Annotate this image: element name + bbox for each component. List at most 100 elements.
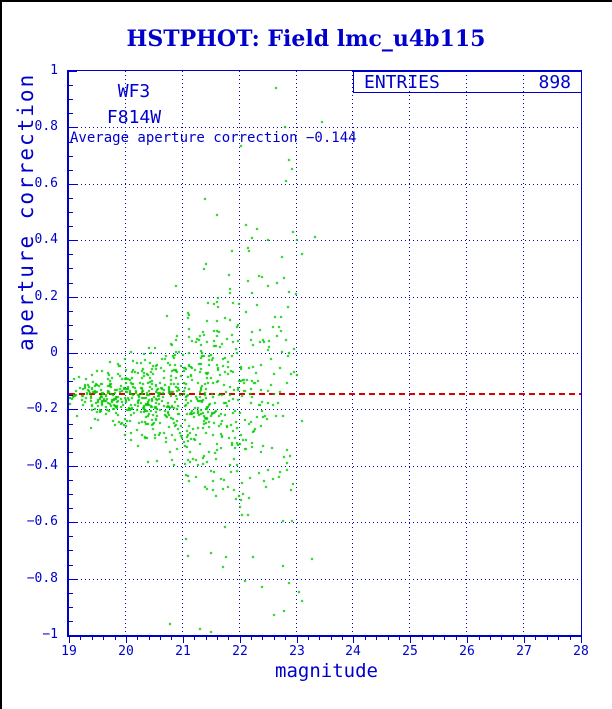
x-major-tick — [183, 637, 184, 643]
x-minor-tick — [535, 637, 536, 640]
x-minor-tick — [103, 637, 104, 640]
y-major-tick — [69, 579, 77, 580]
x-minor-tick — [513, 637, 514, 640]
y-minor-tick — [69, 607, 73, 608]
plot-area: ENTRIES 898 WF3 F814W Average aperture c… — [67, 70, 582, 637]
x-minor-tick — [115, 637, 116, 640]
y-minor-tick — [69, 85, 73, 86]
y-major-tick — [69, 71, 77, 72]
y-minor-tick — [69, 198, 73, 199]
y-minor-tick — [69, 452, 73, 453]
x-major-tick — [581, 637, 582, 643]
x-tick-label: 27 — [516, 644, 532, 659]
y-minor-tick — [69, 311, 73, 312]
frame-top-border — [0, 0, 612, 2]
x-minor-tick — [376, 637, 377, 640]
x-axis-title: magnitude — [275, 660, 378, 682]
x-minor-tick — [80, 637, 81, 640]
x-tick-label: 21 — [175, 644, 191, 659]
y-minor-tick — [69, 565, 73, 566]
y-minor-tick — [69, 494, 73, 495]
y-minor-tick — [69, 367, 73, 368]
x-major-tick — [524, 637, 525, 643]
x-minor-tick — [547, 637, 548, 640]
y-minor-tick — [69, 550, 73, 551]
y-tick-label: 0.8 — [34, 119, 58, 134]
x-major-tick — [467, 637, 468, 643]
entries-value: 898 — [538, 71, 571, 93]
y-major-tick — [69, 466, 77, 467]
x-minor-tick — [365, 637, 366, 640]
x-minor-tick — [558, 637, 559, 640]
y-minor-tick — [69, 593, 73, 594]
y-minor-tick — [69, 508, 73, 509]
x-minor-tick — [456, 637, 457, 640]
x-tick-label: 22 — [232, 644, 248, 659]
x-minor-tick — [570, 637, 571, 640]
y-minor-tick — [69, 170, 73, 171]
x-major-tick — [353, 637, 354, 643]
x-major-tick — [410, 637, 411, 643]
y-major-tick — [69, 240, 77, 241]
x-tick-label: 24 — [345, 644, 361, 659]
y-minor-tick — [69, 226, 73, 227]
x-minor-tick — [319, 637, 320, 640]
x-minor-tick — [217, 637, 218, 640]
y-major-tick — [69, 635, 77, 636]
x-minor-tick — [194, 637, 195, 640]
x-minor-tick — [274, 637, 275, 640]
x-minor-tick — [342, 637, 343, 640]
x-minor-tick — [251, 637, 252, 640]
entries-legend-box: ENTRIES 898 — [353, 71, 582, 93]
x-minor-tick — [331, 637, 332, 640]
y-minor-tick — [69, 339, 73, 340]
x-tick-label: 23 — [289, 644, 305, 659]
x-minor-tick — [137, 637, 138, 640]
y-minor-tick — [69, 424, 73, 425]
y-axis-title: aperture correction — [14, 72, 38, 352]
y-minor-tick — [69, 283, 73, 284]
y-major-tick — [69, 127, 77, 128]
y-minor-tick — [69, 113, 73, 114]
x-major-tick — [126, 637, 127, 643]
y-tick-label: −0.2 — [26, 401, 58, 416]
x-major-tick — [240, 637, 241, 643]
y-major-tick — [69, 297, 77, 298]
y-minor-tick — [69, 156, 73, 157]
x-minor-tick — [479, 637, 480, 640]
y-minor-tick — [69, 536, 73, 537]
x-minor-tick — [206, 637, 207, 640]
y-tick-label: 0.6 — [34, 176, 58, 191]
x-minor-tick — [171, 637, 172, 640]
x-minor-tick — [285, 637, 286, 640]
y-minor-tick — [69, 142, 73, 143]
y-tick-label: −0.8 — [26, 571, 58, 586]
scatter-points-canvas — [69, 71, 581, 635]
y-minor-tick — [69, 254, 73, 255]
x-minor-tick — [228, 637, 229, 640]
average-correction-text: Average aperture correction −0.144 — [70, 130, 357, 146]
y-major-tick — [69, 522, 77, 523]
x-tick-label: 28 — [573, 644, 589, 659]
frame-left-border — [0, 0, 2, 709]
x-minor-tick — [308, 637, 309, 640]
y-tick-label: 0 — [50, 345, 58, 360]
x-major-tick — [69, 637, 70, 643]
x-minor-tick — [149, 637, 150, 640]
y-tick-label: 0.4 — [34, 232, 58, 247]
y-minor-tick — [69, 212, 73, 213]
y-tick-label: −0.4 — [26, 458, 58, 473]
x-tick-label: 26 — [459, 644, 475, 659]
y-tick-label: −0.6 — [26, 514, 58, 529]
camera-label: WF3 — [117, 81, 151, 102]
y-minor-tick — [69, 325, 73, 326]
entries-label: ENTRIES — [364, 71, 440, 93]
y-minor-tick — [69, 438, 73, 439]
y-minor-tick — [69, 480, 73, 481]
y-major-tick — [69, 184, 77, 185]
y-major-tick — [69, 353, 77, 354]
y-minor-tick — [69, 268, 73, 269]
filter-label: F814W — [106, 107, 162, 128]
x-minor-tick — [388, 637, 389, 640]
